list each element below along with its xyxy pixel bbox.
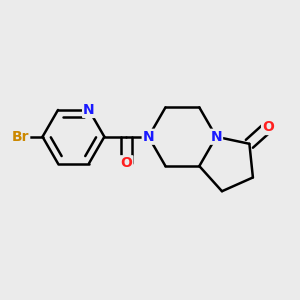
Text: N: N	[210, 130, 222, 144]
Text: O: O	[262, 120, 274, 134]
Text: N: N	[83, 103, 95, 117]
Text: Br: Br	[12, 130, 29, 144]
Text: N: N	[143, 130, 154, 144]
Text: O: O	[121, 156, 132, 170]
